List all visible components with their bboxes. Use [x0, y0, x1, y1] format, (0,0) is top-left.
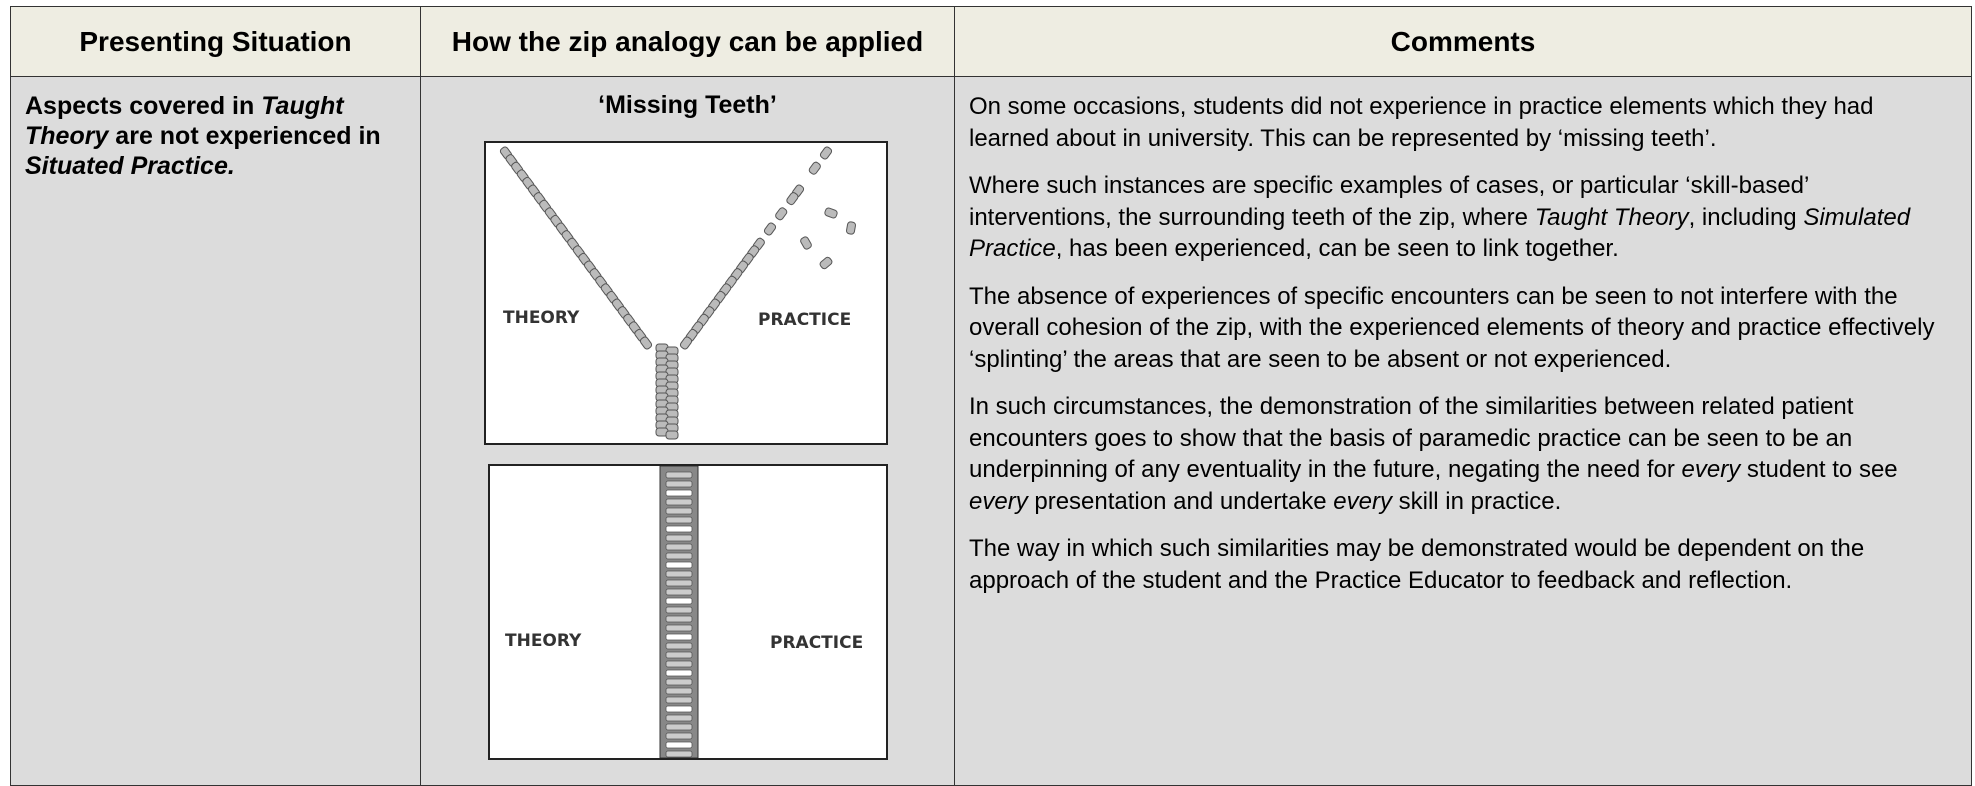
- zip-tooth: [639, 336, 653, 350]
- zip-tooth: [808, 161, 821, 175]
- text: Taught Theory: [1534, 203, 1689, 231]
- zip-tooth: [665, 480, 693, 488]
- header-cell: How the zip analogy can be applied: [420, 6, 955, 77]
- zip-tooth: [665, 498, 693, 506]
- zip-tooth: [665, 534, 693, 542]
- zip-tooth: [665, 732, 693, 740]
- figure-label: THEORY: [503, 308, 580, 328]
- zip-tooth: [665, 696, 693, 704]
- zip-tooth: [665, 633, 693, 641]
- text: Simulated Practice: [969, 203, 1911, 263]
- text: , has been experienced, can be seen to l…: [1055, 235, 1619, 262]
- zip-tooth: [665, 705, 693, 713]
- zip-tooth: [665, 430, 679, 440]
- zip-tooth: [665, 507, 693, 515]
- paragraph: Where such instances are specific exampl…: [969, 170, 1957, 265]
- zip-tooth: [665, 525, 693, 533]
- paragraph: On some occasions, students did not expe…: [969, 91, 1957, 154]
- zip-tooth: [800, 236, 812, 250]
- zip-tooth: [786, 192, 799, 206]
- zip-tooth: [665, 678, 693, 686]
- zip-tooth: [665, 714, 693, 722]
- zip-tooth: [665, 687, 693, 695]
- text: every: [969, 487, 1028, 515]
- zip-figure: THEORY PRACTICE: [488, 464, 888, 760]
- zip-tooth: [665, 642, 693, 650]
- text: Situated Practice.: [25, 152, 235, 180]
- header-cell: Presenting Situation: [10, 6, 421, 77]
- text: Aspects covered in: [25, 92, 262, 120]
- paragraph: In such circumstances, the demonstration…: [969, 391, 1957, 517]
- zip-tooth: [665, 489, 693, 497]
- zip-tooth: [819, 256, 833, 270]
- zip-tooth: [763, 222, 777, 236]
- zip-tooth: [665, 669, 693, 677]
- zip-tooth: [665, 750, 693, 758]
- figure-label: PRACTICE: [758, 310, 851, 330]
- zip-tooth: [665, 570, 693, 578]
- caption: ‘Missing Teeth’: [598, 91, 777, 119]
- zip-tooth: [665, 579, 693, 587]
- text: are not experienced in: [108, 122, 381, 150]
- text: The absence of experiences of specific e…: [969, 282, 1935, 373]
- zip-tooth: [665, 543, 693, 551]
- zip-tooth: [824, 207, 838, 219]
- text: every: [1681, 456, 1741, 483]
- zip-tooth: [665, 597, 693, 605]
- text: skill in practice.: [1391, 487, 1562, 515]
- analogy-cell: ‘Missing Teeth’ THEORY PRACTICE THEORY P…: [420, 76, 955, 786]
- zip-tooth: [665, 624, 693, 632]
- paragraph: The way in which such similarities may b…: [969, 533, 1957, 596]
- zip-tooth: [665, 552, 693, 560]
- text: every: [1333, 487, 1392, 515]
- text: Where such instances are specific exampl…: [969, 172, 1809, 231]
- figure-label: PRACTICE: [770, 633, 863, 653]
- zip-tooth: [665, 606, 693, 614]
- zip-tooth: [845, 221, 857, 235]
- zip-tooth: [665, 561, 693, 569]
- figure-label: THEORY: [505, 631, 582, 651]
- paragraph: The absence of experiences of specific e…: [969, 281, 1957, 376]
- header-cell: Comments: [954, 6, 1972, 77]
- text: Taught Theory: [25, 92, 344, 150]
- text: , including: [1688, 203, 1804, 231]
- zip-tooth: [775, 207, 788, 221]
- situation-cell: Aspects covered in Taught Theory are not…: [10, 76, 421, 786]
- text: presentation and undertake: [1027, 487, 1334, 515]
- zip-tooth: [665, 588, 693, 596]
- zip-tooth: [665, 651, 693, 659]
- text: The way in which such similarities may b…: [969, 535, 1865, 594]
- zip-tooth: [665, 615, 693, 623]
- text: student to see: [1740, 456, 1898, 483]
- comments-cell: On some occasions, students did not expe…: [954, 76, 1972, 786]
- zip-tooth: [665, 660, 693, 668]
- text: In such circumstances, the demonstration…: [969, 393, 1854, 483]
- zip-tooth: [665, 516, 693, 524]
- zip-tooth: [819, 146, 833, 160]
- zip-tooth: [665, 723, 693, 731]
- text: On some occasions, students did not expe…: [969, 93, 1874, 152]
- zip-figure: THEORY PRACTICE: [484, 141, 888, 445]
- zip-tooth: [679, 336, 693, 350]
- zip-tooth: [665, 741, 693, 749]
- zip-tooth: [665, 471, 693, 479]
